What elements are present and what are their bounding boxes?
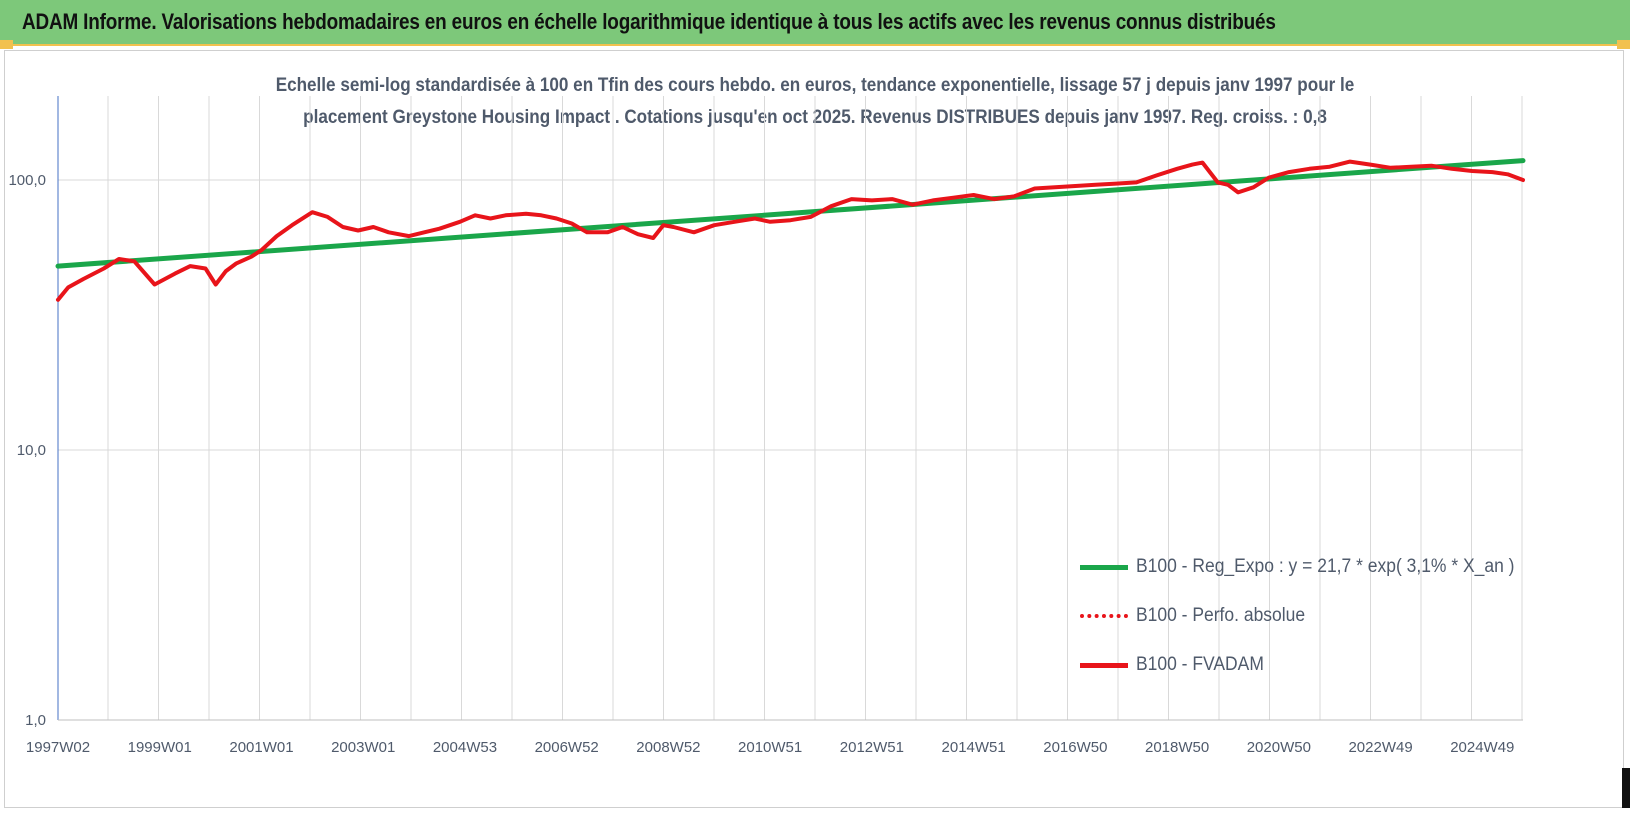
x-tick-label: 2022W49 <box>1348 739 1412 756</box>
chart-frame <box>4 50 1624 808</box>
window-edge-scrollbar[interactable] <box>1622 768 1630 808</box>
legend-item-fvadam: B100 - FVADAM <box>1080 640 1547 689</box>
legend-swatch-dotted-red <box>1080 603 1128 629</box>
series-line-0 <box>55 158 1526 269</box>
y-tick-label: 100,0 <box>8 172 46 189</box>
report-title: ADAM Informe. Valorisations hebdomadaire… <box>22 9 1276 34</box>
x-tick-label: 2010W51 <box>738 739 802 756</box>
chart-legend: B100 - Reg_Expo : y = 21,7 * exp( 3,1% *… <box>1080 542 1547 689</box>
corner-marker-top-right <box>1617 40 1630 49</box>
legend-label-perfo-absolue: B100 - Perfo. absolue <box>1136 604 1306 626</box>
legend-swatch-green <box>1080 554 1128 580</box>
x-tick-label: 2012W51 <box>840 739 904 756</box>
x-tick-label: 2024W49 <box>1450 739 1514 756</box>
x-tick-label: 2003W01 <box>331 739 395 756</box>
x-tick-label: 2006W52 <box>535 739 599 756</box>
axis-layer <box>57 96 1523 721</box>
y-tick-label: 10,0 <box>17 442 46 459</box>
corner-marker-top-left <box>0 40 13 49</box>
y-tick-label: 1,0 <box>25 712 46 729</box>
series-line-2 <box>56 159 1525 302</box>
series-layer <box>55 158 1526 302</box>
x-tick-label: 2008W52 <box>636 739 700 756</box>
x-tick-label: 2001W01 <box>229 739 293 756</box>
legend-label-reg-expo: B100 - Reg_Expo : y = 21,7 * exp( 3,1% *… <box>1136 555 1515 577</box>
legend-label-fvadam: B100 - FVADAM <box>1136 653 1264 675</box>
x-tick-label: 2020W50 <box>1247 739 1311 756</box>
legend-item-reg-expo: B100 - Reg_Expo : y = 21,7 * exp( 3,1% *… <box>1080 542 1547 591</box>
label-layer: 1,0 10,0 100,0 1997W02 1999W01 2001W01 2003W01… <box>8 172 1514 756</box>
chart-title-line-1: Echelle semi-log standardisée à 100 en T… <box>275 75 1355 96</box>
x-tick-label: 2016W50 <box>1043 739 1107 756</box>
x-tick-label: 2004W53 <box>433 739 497 756</box>
legend-item-perfo-absolue: B100 - Perfo. absolue <box>1080 591 1547 640</box>
x-tick-label: 1997W02 <box>26 739 90 756</box>
x-tick-label: 2018W50 <box>1145 739 1209 756</box>
report-banner: ADAM Informe. Valorisations hebdomadaire… <box>0 0 1630 46</box>
x-tick-label: 2014W51 <box>942 739 1006 756</box>
legend-swatch-red <box>1080 652 1128 678</box>
x-tick-label: 1999W01 <box>128 739 192 756</box>
